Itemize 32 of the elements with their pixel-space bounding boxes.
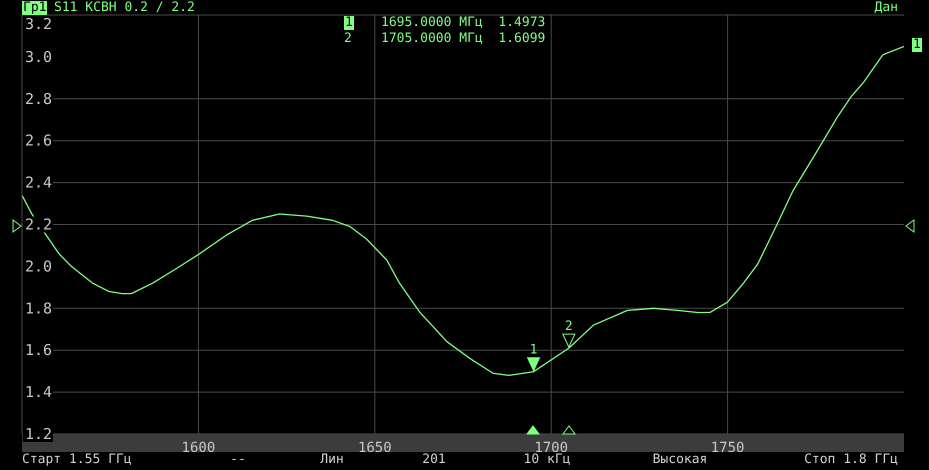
text: -- (230, 452, 246, 467)
text: Старт 1.55 ГГц (22, 452, 132, 467)
annotation: 1695.0000 МГц 1.4973 (381, 15, 546, 30)
y-tick-label: 1.4 (25, 383, 52, 402)
text: Лин (320, 452, 344, 467)
x-tick-label: 1750 (710, 440, 744, 456)
y-tick-label: 2.6 (25, 132, 52, 150)
y-tick-label: 2.0 (25, 257, 52, 276)
text: 201 (422, 452, 446, 467)
annotation: 1 (530, 342, 538, 358)
y-tick-label: 1.6 (25, 341, 52, 360)
x-tick-label: 1600 (182, 440, 216, 456)
text: 10 кГц (524, 452, 570, 467)
annotation: 1 (344, 15, 354, 30)
text: 1 (912, 37, 922, 52)
y-tick-label: 1.8 (25, 299, 52, 318)
annotation: 2 (564, 319, 573, 334)
x-tick-label: 1650 (358, 440, 392, 456)
annotation: Дан (874, 0, 898, 15)
y-tick-label: 2.2 (25, 216, 52, 234)
annotation: Гр1 (22, 0, 48, 15)
text: Стоп 1.8 ГГц (804, 452, 898, 467)
line-series (22, 46, 904, 376)
annotation: 2 (344, 31, 352, 46)
y-tick-label: 2.8 (25, 90, 52, 108)
y-tick-label: 1.2 (25, 425, 52, 443)
y-tick-label: 3.0 (25, 48, 52, 66)
text: Высокая (652, 452, 708, 467)
annotation: 1705.0000 МГц 1.6099 (381, 31, 546, 46)
chart-title: S11 КСВН 0.2 / 2.2 (54, 0, 195, 15)
y-tick-label: 2.4 (25, 174, 52, 192)
y-tick-label: 3.2 (25, 15, 52, 33)
